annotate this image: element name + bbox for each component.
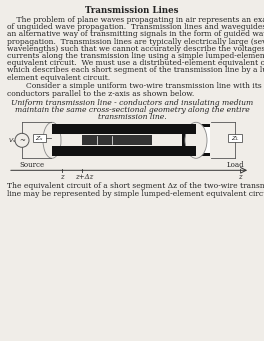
Bar [33,134,46,142]
Text: of unguided wave propagation.  Transmission lines and waveguides offer: of unguided wave propagation. Transmissi… [7,23,264,31]
Text: Transmission Lines: Transmission Lines [85,6,179,15]
Text: equivalent circuit.  We must use a distributed-element equivalent circuit: equivalent circuit. We must use a distri… [7,59,264,67]
Text: transmission line.: transmission line. [98,113,166,121]
Text: maintain the same cross-sectional geometry along the entire: maintain the same cross-sectional geomet… [15,106,249,114]
Text: line may be represented by simple lumped-element equivalent circuit.: line may be represented by simple lumped… [7,190,264,197]
Bar [190,127,210,153]
Ellipse shape [185,122,207,158]
Text: z: z [60,173,64,181]
Text: Source: Source [20,161,45,169]
Text: currents along the transmission line using a simple lumped-element: currents along the transmission line usi… [7,52,264,60]
Text: Consider a simple uniform two-wire transmission line with its: Consider a simple uniform two-wire trans… [7,82,262,90]
Bar [228,134,242,142]
Text: ~: ~ [19,137,25,145]
Text: $Z_L$: $Z_L$ [231,134,239,143]
Text: propagation.  Transmission lines are typically electrically large (several: propagation. Transmission lines are typi… [7,38,264,46]
Bar [52,124,196,134]
Text: $V_s$: $V_s$ [8,136,16,145]
Text: conductors parallel to the z-axis as shown below.: conductors parallel to the z-axis as sho… [7,89,194,98]
Bar [82,135,152,145]
Text: element equivalent circuit.: element equivalent circuit. [7,74,110,81]
Bar [52,146,196,156]
Text: an alternative way of transmitting signals in the form of guided wave: an alternative way of transmitting signa… [7,30,264,39]
Text: z: z [238,173,242,181]
Bar [182,124,190,156]
Text: $Z_s$: $Z_s$ [35,134,44,143]
Text: Load: Load [226,161,244,169]
Text: wavelengths) such that we cannot accurately describe the voltages and: wavelengths) such that we cannot accurat… [7,45,264,53]
Ellipse shape [43,122,61,158]
Text: z+Δz: z+Δz [75,173,93,181]
Text: The equivalent circuit of a short segment Δz of the two-wire transmission: The equivalent circuit of a short segmen… [7,182,264,190]
Text: Uniform transmission line - conductors and insulating medium: Uniform transmission line - conductors a… [11,99,253,107]
Text: which describes each short segment of the transmission line by a lumped-: which describes each short segment of th… [7,66,264,74]
Bar [52,124,210,134]
Bar [52,146,210,156]
Text: The problem of plane waves propagating in air represents an example: The problem of plane waves propagating i… [7,16,264,24]
